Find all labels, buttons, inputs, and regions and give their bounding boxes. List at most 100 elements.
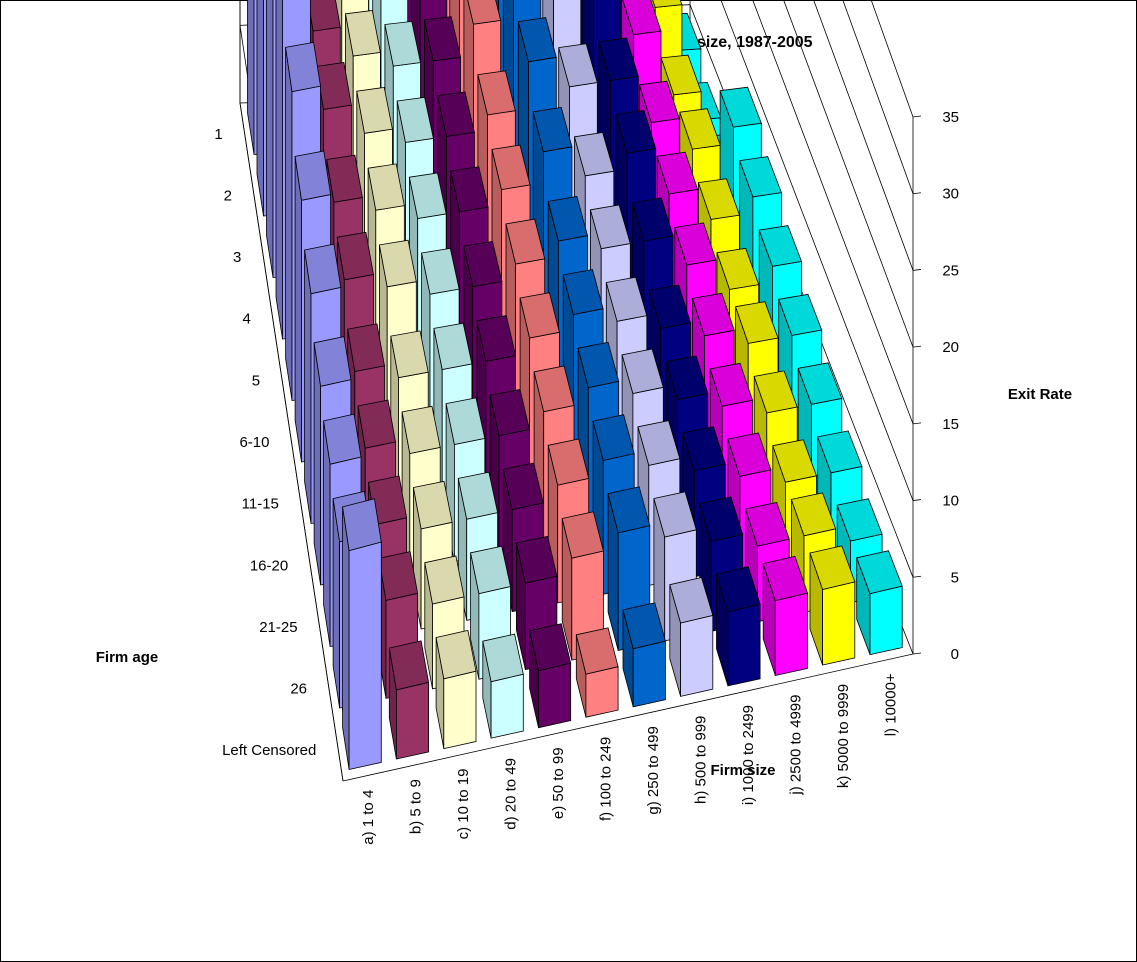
bar-top xyxy=(345,10,381,57)
bar-top xyxy=(491,144,531,191)
bar-top xyxy=(577,341,620,389)
size-tick-label: a) 1 to 4 xyxy=(360,790,377,845)
bar-top xyxy=(622,0,662,36)
bar-front xyxy=(774,592,808,676)
bar-top xyxy=(421,247,460,295)
age-tick-label: 1 xyxy=(214,126,222,143)
age-tick-label: 4 xyxy=(242,311,250,328)
bar-top xyxy=(669,577,714,624)
bar-top xyxy=(836,498,883,542)
size-axis-line xyxy=(342,653,914,782)
bar-top xyxy=(674,222,717,266)
bar-top xyxy=(313,336,352,387)
size-tick-label: g) 250 to 499 xyxy=(645,726,662,814)
bar-top xyxy=(477,70,516,116)
bar-top xyxy=(435,629,477,680)
bar-top xyxy=(412,480,453,530)
bar-top xyxy=(424,555,465,605)
bar-top xyxy=(790,492,837,537)
z-tick-label: 5 xyxy=(951,569,959,586)
bar-top xyxy=(515,535,558,584)
z-tick-mark xyxy=(912,192,922,195)
bar-top xyxy=(519,292,560,339)
bar-5-10 xyxy=(575,627,619,718)
bar-top xyxy=(637,420,681,466)
bar-front xyxy=(395,681,430,760)
bar-top xyxy=(463,240,503,288)
bar-top xyxy=(342,498,382,552)
bar-top xyxy=(744,502,790,547)
bar-top xyxy=(592,414,635,461)
bar-top xyxy=(727,432,772,477)
bar-top xyxy=(533,365,575,413)
size-tick-label: i) 1000 to 2499 xyxy=(740,705,757,805)
bar-top xyxy=(607,486,651,534)
bar-top xyxy=(502,462,544,510)
bar-top xyxy=(719,86,762,128)
bar-4-10 xyxy=(529,623,572,729)
bar-3-10 xyxy=(482,633,524,739)
bar-front xyxy=(538,662,572,729)
bar-top xyxy=(517,17,557,63)
bar-8-10 xyxy=(715,566,761,687)
z-tick-mark xyxy=(912,422,922,425)
age-tick-label: 16-20 xyxy=(250,557,288,574)
bar-top xyxy=(390,330,429,379)
z-tick-mark xyxy=(912,345,922,348)
bar-top xyxy=(699,496,744,542)
bar-top xyxy=(388,640,430,691)
bar-top xyxy=(489,389,530,437)
bar-10-10 xyxy=(809,545,856,666)
bar-top xyxy=(817,430,863,474)
size-tick-label: e) 50 to 99 xyxy=(550,747,567,819)
bar-side xyxy=(266,0,274,278)
bar-top xyxy=(357,399,396,449)
bar-top xyxy=(809,545,856,590)
bar-side xyxy=(304,249,312,524)
bar-top xyxy=(367,163,405,211)
bar-top xyxy=(762,555,809,602)
age-tick-label: 2 xyxy=(224,188,232,205)
age-tick-label: 11-15 xyxy=(242,496,279,513)
bar-top xyxy=(476,315,517,362)
bar-top xyxy=(632,197,674,242)
bar-top xyxy=(622,602,666,650)
bar-7-10 xyxy=(669,577,714,697)
size-tick-label: d) 20 to 49 xyxy=(502,758,519,830)
bar-top xyxy=(356,86,393,134)
bar-top xyxy=(598,37,639,81)
bar-top xyxy=(758,225,803,267)
bar-0-10 xyxy=(342,498,382,770)
bar-top xyxy=(482,633,524,683)
bar-top xyxy=(589,204,631,250)
bar-top xyxy=(323,413,362,465)
bar-top xyxy=(505,218,546,265)
bar-side xyxy=(256,0,264,217)
bar-11-10 xyxy=(856,550,903,656)
age-tick-label: 3 xyxy=(233,249,241,266)
bar-top xyxy=(547,196,588,242)
bar-top xyxy=(294,150,332,201)
bar-top xyxy=(778,293,823,336)
z-tick-label: 20 xyxy=(942,339,959,356)
age-tick-label: 6-10 xyxy=(239,434,269,451)
bar-front xyxy=(680,614,714,697)
bar-top xyxy=(638,80,680,123)
bar-side xyxy=(275,0,283,340)
bar-top xyxy=(682,426,726,472)
bar-top xyxy=(304,243,342,295)
bar-top xyxy=(665,355,709,401)
bar-2-10 xyxy=(435,629,477,750)
bar-top xyxy=(735,301,779,344)
z-tick-label: 25 xyxy=(942,262,959,279)
size-tick-label: k) 5000 to 9999 xyxy=(835,684,852,788)
size-tick-label: c) 10 to 19 xyxy=(455,769,472,840)
z-tick-label: 0 xyxy=(951,646,959,663)
bar-top xyxy=(561,511,604,559)
bar-front xyxy=(585,666,619,718)
bar-top xyxy=(562,269,604,315)
bar-top xyxy=(336,231,374,281)
z-tick-label: 35 xyxy=(942,109,959,126)
age-axis-line xyxy=(239,102,344,782)
